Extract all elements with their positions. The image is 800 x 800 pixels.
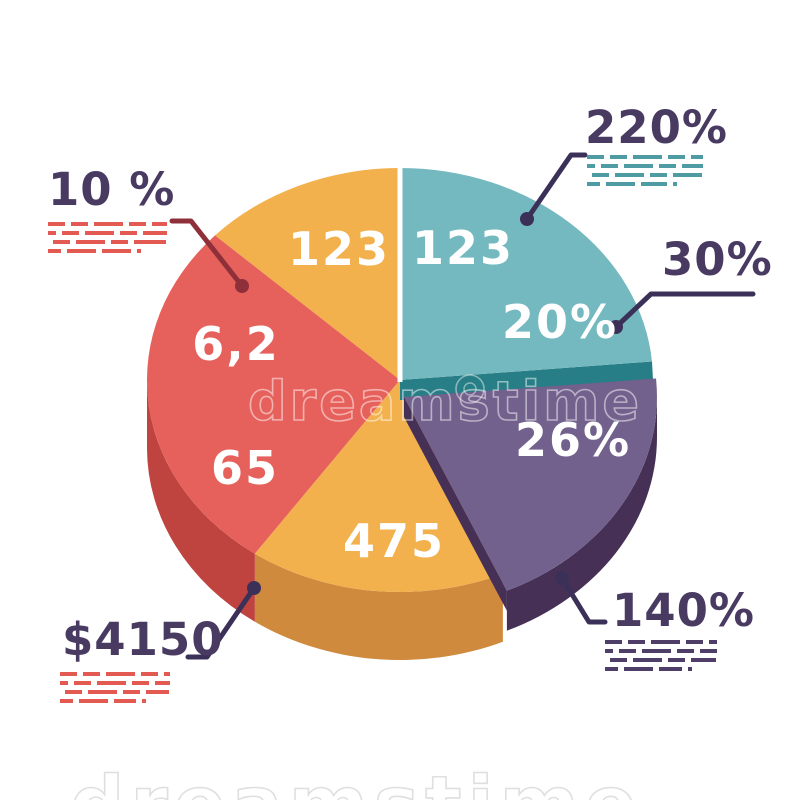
callout-line: [169, 218, 245, 289]
callout-line: [613, 291, 756, 330]
placeholder-dash-row: [587, 164, 703, 168]
pie-slice-purple-cut-side: [404, 397, 507, 611]
pie-slice-teal: [400, 168, 652, 380]
callout-line: [185, 585, 257, 660]
placeholder-text-lines: [587, 155, 703, 191]
slice-value-label: 20%: [501, 295, 619, 349]
callout-dot: [555, 571, 569, 585]
pie-slice-purple-side: [506, 397, 658, 631]
watermark-center-text: dreamstime: [248, 370, 642, 433]
pie-slice-red-side: [147, 380, 255, 622]
callout-dot: [235, 279, 249, 293]
placeholder-dash-row: [587, 173, 703, 177]
callout-line: [559, 575, 608, 625]
placeholder-dash-row: [48, 231, 167, 235]
placeholder-dash-row: [605, 649, 717, 653]
placeholder-dash-row: [48, 249, 141, 253]
placeholder-dash-row: [60, 672, 170, 676]
callout-value-label: 220%: [585, 101, 729, 154]
placeholder-dash-row: [605, 640, 717, 644]
pie-slice-yellow-top: [215, 168, 400, 380]
callout-value-label: 30%: [662, 233, 773, 286]
placeholder-dash-row: [48, 240, 167, 244]
pie-slice-red: [146, 235, 400, 554]
callout-line: [524, 152, 588, 222]
placeholder-dash-row: [605, 667, 693, 671]
slice-value-label: 6,2: [192, 317, 280, 371]
callout-dot: [520, 212, 534, 226]
placeholder-dash-row: [60, 699, 146, 703]
placeholder-dash-row: [605, 658, 717, 662]
slice-value-label: 475: [342, 514, 446, 568]
slice-value-label: 123: [411, 221, 515, 275]
watermark-bottom-text: dreamstime: [70, 759, 642, 800]
pie-slice-yellow-bottom: [254, 380, 503, 593]
slice-value-label: 65: [210, 441, 280, 495]
placeholder-text-lines: [60, 672, 170, 708]
callout-dot: [609, 320, 623, 334]
placeholder-dash-row: [60, 681, 170, 685]
callout-value-label: 10 %: [48, 163, 176, 216]
callout-dot: [247, 581, 261, 595]
callout-value-label: 140%: [612, 584, 756, 637]
slice-value-label: 26%: [514, 413, 632, 467]
placeholder-text-lines: [605, 640, 717, 676]
pie-slice-yellow-bottom-side: [254, 553, 503, 661]
pie-slice-purple: [404, 378, 657, 591]
placeholder-dash-row: [48, 222, 167, 226]
callout-value-label: $4150: [62, 613, 224, 666]
watermark-spiral-icon: [455, 374, 485, 404]
placeholder-dash-row: [60, 690, 170, 694]
placeholder-text-lines: [48, 222, 167, 258]
slice-value-label: 123: [287, 222, 391, 276]
watermark-spiral-icon: [463, 382, 477, 396]
placeholder-dash-row: [587, 182, 678, 186]
placeholder-dash-row: [587, 155, 703, 159]
